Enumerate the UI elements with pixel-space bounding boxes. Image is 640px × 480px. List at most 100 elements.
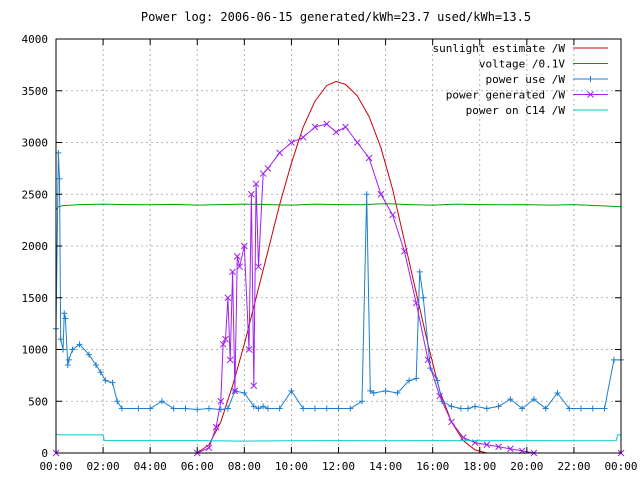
data-point <box>114 398 121 405</box>
data-point <box>424 356 432 364</box>
data-point <box>56 175 63 182</box>
data-point <box>224 294 232 302</box>
data-point <box>311 405 318 412</box>
data-point <box>217 397 225 405</box>
x-tick-label: 18:00 <box>463 460 496 473</box>
data-point <box>323 405 330 412</box>
data-point <box>483 405 490 412</box>
data-point <box>109 379 116 386</box>
data-point <box>377 190 385 198</box>
axes: 0 500 1000 1500 2000 2500 3000 3500 4000 00:00 02:… <box>22 33 638 473</box>
data-point <box>147 405 154 412</box>
x-tick-label: 06:00 <box>181 460 214 473</box>
x-tick-label: 16:00 <box>416 460 449 473</box>
data-point <box>288 139 295 146</box>
data-point <box>394 389 401 396</box>
x-tick-label: 00:00 <box>39 460 72 473</box>
data-point <box>205 444 213 452</box>
data-point <box>420 294 427 301</box>
data-point <box>217 406 224 413</box>
data-point <box>413 375 420 382</box>
data-point <box>300 405 307 412</box>
series-line <box>55 433 621 442</box>
series-line <box>56 123 621 454</box>
y-tick-label: 500 <box>28 395 48 408</box>
data-point <box>212 423 220 431</box>
data-point <box>483 441 491 449</box>
data-point <box>495 443 502 451</box>
chart-title: Power log: 2006-06-15 generated/kWh=23.7… <box>141 10 531 24</box>
data-point <box>229 268 236 276</box>
x-tick-label: 12:00 <box>322 460 355 473</box>
data-point <box>97 369 104 376</box>
legend-label: power use /W <box>486 73 566 86</box>
data-point <box>118 405 125 412</box>
legend-label: sunlight estimate /W <box>433 42 566 55</box>
data-point <box>65 356 72 363</box>
data-point <box>554 389 561 396</box>
series-3 <box>52 120 625 457</box>
series-line <box>55 152 621 411</box>
data-point <box>226 356 234 364</box>
data-point <box>245 346 253 353</box>
data-point <box>248 190 255 198</box>
legend-label: power generated /W <box>446 89 566 102</box>
data-point <box>250 403 257 410</box>
data-point <box>436 392 444 400</box>
data-point <box>589 405 596 412</box>
data-point <box>323 120 331 128</box>
data-point <box>353 139 361 146</box>
data-point <box>93 362 100 369</box>
legend-marker <box>587 76 594 82</box>
legend-label: power on C14 /W <box>466 104 566 117</box>
data-point <box>299 133 307 141</box>
data-point <box>255 263 262 271</box>
data-point <box>367 387 374 394</box>
data-point <box>252 180 260 188</box>
data-point <box>158 398 165 405</box>
legend-marker <box>587 91 594 98</box>
data-point <box>365 154 373 162</box>
data-point <box>61 310 68 317</box>
data-point <box>406 377 413 384</box>
data-point <box>359 398 366 405</box>
series-layer <box>52 80 625 457</box>
data-point <box>347 405 354 412</box>
data-point <box>530 396 537 403</box>
y-tick-label: 1000 <box>22 344 49 357</box>
data-point <box>507 396 514 403</box>
x-tick-label: 10:00 <box>275 460 308 473</box>
x-tick-label: 00:00 <box>604 460 637 473</box>
x-tick-label: 02:00 <box>87 460 120 473</box>
data-point <box>69 346 76 353</box>
series-4 <box>55 433 621 442</box>
data-point <box>342 123 349 131</box>
x-tick-label: 08:00 <box>228 460 261 473</box>
data-point <box>233 252 241 260</box>
data-point <box>170 405 177 412</box>
data-point <box>276 405 283 412</box>
data-point <box>288 387 295 394</box>
data-point <box>459 434 467 441</box>
data-point <box>276 149 283 157</box>
data-point <box>370 389 377 396</box>
data-point <box>222 335 229 343</box>
data-point <box>260 403 267 410</box>
series-2 <box>53 149 624 413</box>
y-tick-label: 0 <box>41 447 48 460</box>
data-point <box>224 405 231 412</box>
x-tick-label: 22:00 <box>557 460 590 473</box>
data-point <box>464 405 471 412</box>
data-point <box>566 405 573 412</box>
data-point <box>434 377 441 384</box>
data-point <box>206 405 213 412</box>
data-point <box>182 405 189 412</box>
data-point <box>135 405 142 412</box>
data-point <box>472 403 479 410</box>
data-point <box>495 403 502 410</box>
data-point <box>311 123 319 131</box>
y-tick-label: 2500 <box>22 188 49 201</box>
y-tick-label: 1500 <box>22 292 49 305</box>
data-point <box>85 351 92 358</box>
